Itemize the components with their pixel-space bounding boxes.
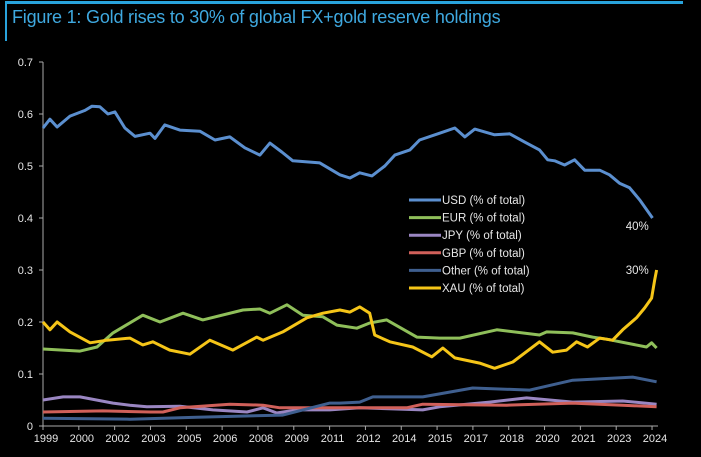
legend-item-gbp: GBP (% of total) [409, 248, 525, 260]
x-tick-label: 2006 [213, 433, 237, 445]
x-tick-label: 2021 [571, 433, 595, 445]
x-tick-label: 2000 [70, 433, 94, 445]
axes: 0 0.1 0.2 0.3 0.4 0.5 0.6 0.7 1999 2000 2002 2003 20… [18, 57, 668, 445]
x-tick-label: 2015 [428, 433, 452, 445]
series-line-eur [42, 303, 658, 353]
x-tick-label: 2003 [141, 433, 165, 445]
legend-item-usd: USD (% of total) [409, 195, 525, 207]
legend-label: USD (% of total) [442, 195, 525, 207]
legend: USD (% of total) EUR (% of total) JPY (% o… [409, 195, 530, 295]
legend-item-xau: XAU (% of total) [409, 283, 525, 295]
x-tick-label: 2008 [249, 433, 273, 445]
annotations: 40% 30% [626, 221, 649, 277]
legend-label: GBP (% of total) [442, 248, 525, 260]
title-top-rule [5, 1, 683, 4]
x-tick-label: 2023 [607, 433, 631, 445]
title-side-rule [5, 1, 7, 41]
y-tick-label: 0.3 [18, 265, 33, 277]
y-tick-label: 0.6 [18, 109, 33, 121]
y-tick-label: 0.2 [18, 317, 33, 329]
series-line-usd [41, 104, 654, 219]
annotation-label: 30% [626, 265, 649, 277]
legend-label: JPY (% of total) [442, 230, 522, 242]
y-tick-label: 0.4 [18, 213, 33, 225]
legend-item-jpy: JPY (% of total) [409, 230, 522, 242]
x-tick-label: 2009 [285, 433, 309, 445]
x-tick-label: 2024 [643, 433, 667, 445]
x-tick-label: 2020 [535, 433, 559, 445]
legend-item-eur: EUR (% of total) [409, 213, 525, 225]
x-tick-label: 2017 [464, 433, 488, 445]
series-line-xau [41, 269, 659, 370]
y-tick-label: 0.7 [18, 57, 33, 69]
legend-label: EUR (% of total) [442, 213, 525, 225]
legend-label: Other (% of total) [442, 265, 530, 277]
y-tick-label: 0 [27, 421, 33, 433]
x-tick-label: 2018 [499, 433, 523, 445]
y-tick-label: 0.1 [18, 369, 33, 381]
legend-item-other: Other (% of total) [409, 265, 530, 277]
series-line-other [42, 375, 657, 421]
series-lines [41, 104, 659, 421]
annotation-label: 40% [626, 221, 649, 233]
y-tick-label: 0.5 [18, 161, 33, 173]
x-tick-label: 2014 [392, 433, 416, 445]
x-tick-label: 2002 [105, 433, 129, 445]
x-tick-label: 2012 [356, 433, 380, 445]
x-tick-label: 2005 [177, 433, 201, 445]
series-line-gbp [42, 401, 657, 414]
x-tick-label: 1999 [34, 433, 58, 445]
series-line-jpy [42, 395, 657, 415]
x-tick-label: 2011 [321, 433, 345, 445]
legend-label: XAU (% of total) [442, 283, 525, 295]
chart-title: Figure 1: Gold rises to 30% of global FX… [12, 7, 501, 27]
